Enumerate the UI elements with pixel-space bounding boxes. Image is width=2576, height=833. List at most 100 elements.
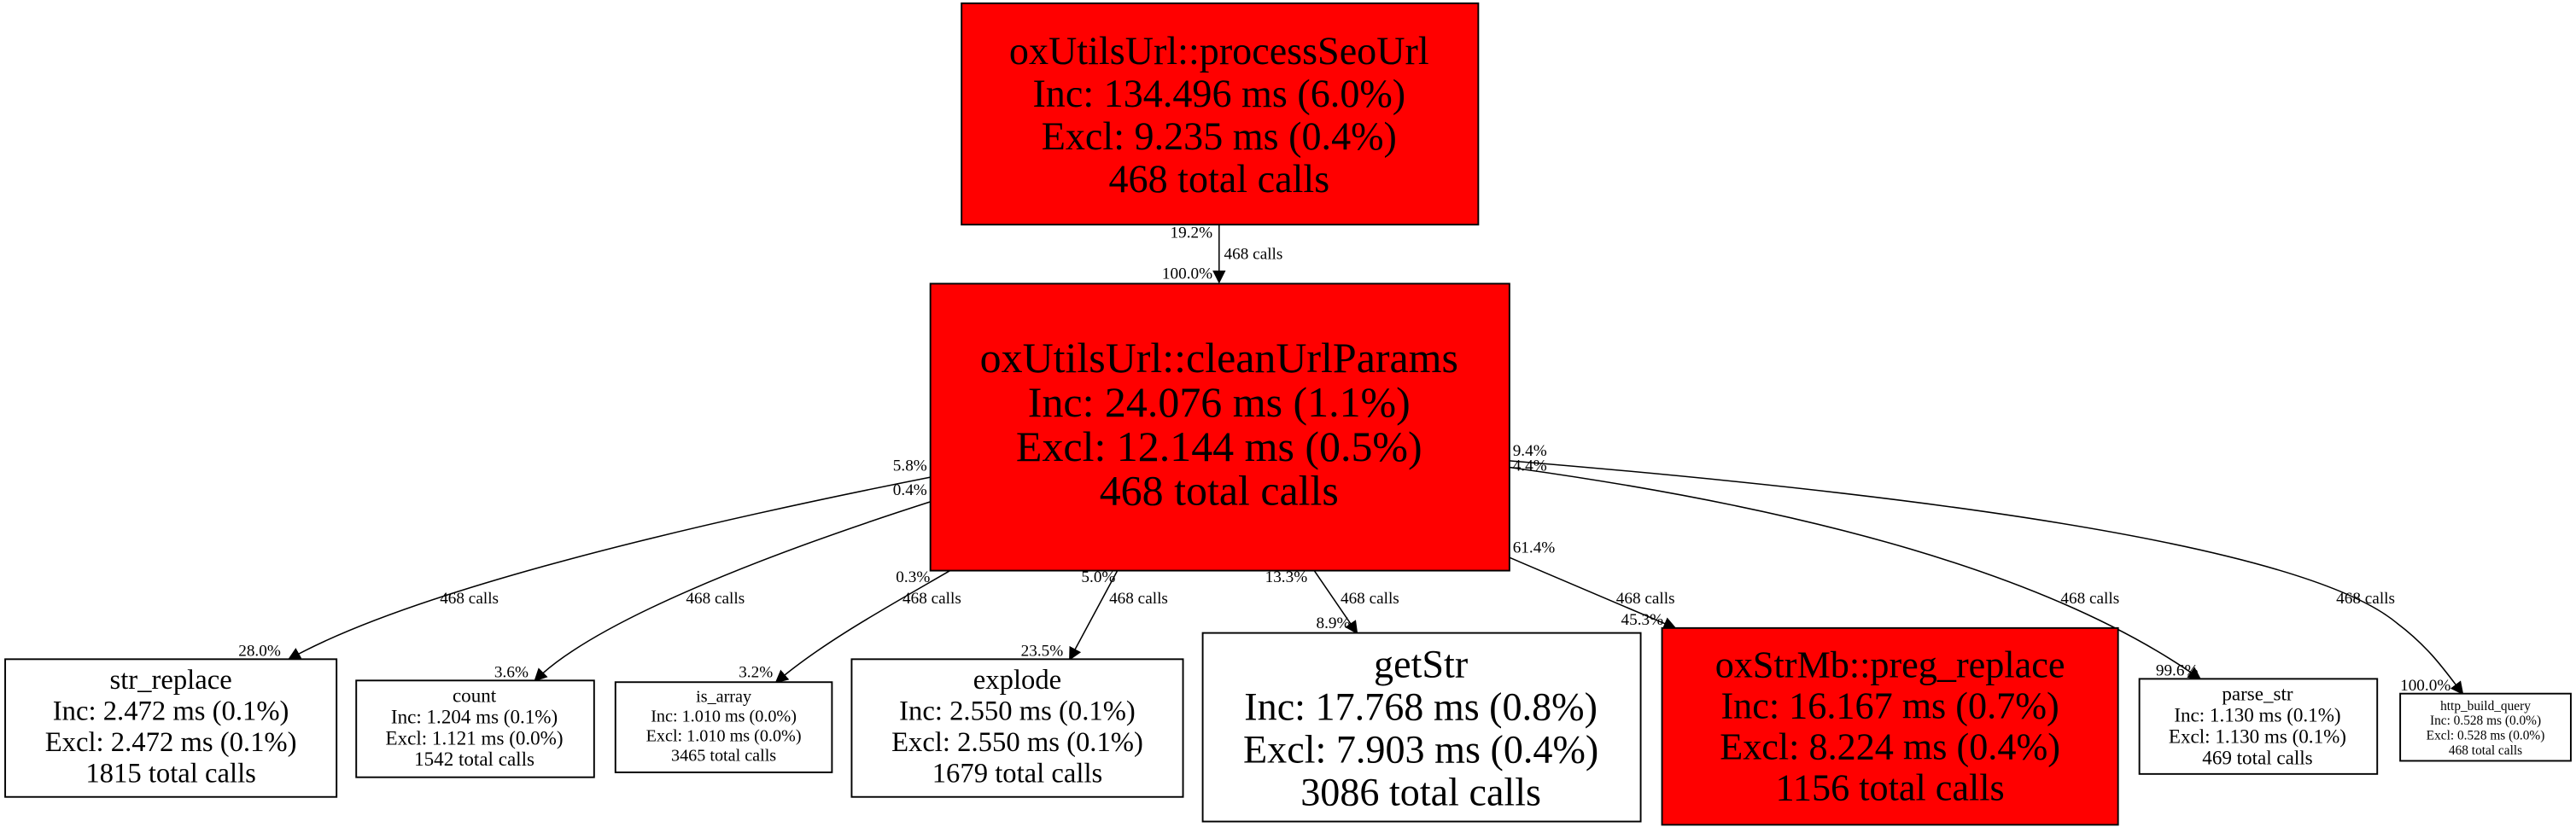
node-box xyxy=(1661,626,2119,826)
edge-calls: 468 calls xyxy=(440,590,499,608)
edge-to-pct: 28.0% xyxy=(238,643,281,661)
edge-http-build-query: 9.4% 468 calls 100.0% xyxy=(1509,442,2464,696)
node-name: http_build_query xyxy=(2440,699,2531,714)
node-inc: Inc: 1.130 ms (0.1%) xyxy=(2174,703,2340,725)
edge-line xyxy=(1313,570,1358,635)
edge-from-pct: 0.4% xyxy=(893,481,927,499)
node-inc: Inc: 16.167 ms (0.7%) xyxy=(1720,685,2059,727)
node-str-replace[interactable]: str_replace Inc: 2.472 ms (0.1%) Excl: 2… xyxy=(4,658,338,798)
node-is-array[interactable]: is_array Inc: 1.010 ms (0.0%) Excl: 1.01… xyxy=(614,681,833,773)
edge-line xyxy=(287,476,931,661)
node-parse-str[interactable]: parse_str Inc: 1.130 ms (0.1%) Excl: 1.1… xyxy=(2138,678,2379,775)
node-calls: 468 total calls xyxy=(2449,743,2522,758)
edge-calls: 468 calls xyxy=(1109,590,1168,608)
edge-parse-str: 4.4% 468 calls 99.6% xyxy=(1509,457,2202,680)
edge-to-pct: 100.0% xyxy=(1162,265,1212,283)
edge-line xyxy=(1509,556,1677,630)
edge-to-pct: 3.6% xyxy=(494,663,529,681)
node-inc: Inc: 17.768 ms (0.8%) xyxy=(1244,684,1598,728)
node-excl: Excl: 7.903 ms (0.4%) xyxy=(1243,727,1598,771)
node-calls: 1542 total calls xyxy=(414,748,534,770)
node-excl: Excl: 1.010 ms (0.0%) xyxy=(646,726,802,745)
edge-count: 0.4% 468 calls 3.6% xyxy=(494,481,931,682)
edge-from-pct: 5.0% xyxy=(1081,568,1115,586)
node-box xyxy=(1201,632,1642,823)
edge-calls: 468 calls xyxy=(902,590,961,608)
node-box xyxy=(614,681,833,773)
edge-line xyxy=(774,569,951,684)
node-excl: Excl: 8.224 ms (0.4%) xyxy=(1720,726,2060,768)
edge-from-pct: 13.3% xyxy=(1265,568,1308,586)
node-name: parse_str xyxy=(2222,682,2293,704)
node-calls: 3465 total calls xyxy=(671,746,776,765)
node-calls: 1815 total calls xyxy=(85,758,256,789)
node-calls: 1679 total calls xyxy=(932,758,1103,789)
node-name: count xyxy=(453,684,497,706)
node-inc: Inc: 1.010 ms (0.0%) xyxy=(651,707,797,725)
edge-to-pct: 8.9% xyxy=(1316,615,1350,632)
edge-to-pct: 45.3% xyxy=(1621,611,1664,629)
node-explode[interactable]: explode Inc: 2.550 ms (0.1%) Excl: 2.550… xyxy=(850,658,1184,798)
node-box xyxy=(4,658,338,798)
edge-calls: 468 calls xyxy=(1341,590,1399,608)
node-calls: 469 total calls xyxy=(2202,746,2312,768)
edge-to-pct: 23.5% xyxy=(1021,643,1064,661)
edge-from-pct: 5.8% xyxy=(893,457,927,475)
node-name: explode xyxy=(973,665,1061,696)
edge-from-pct: 9.4% xyxy=(1513,442,1547,460)
edge-line xyxy=(1509,460,2464,696)
edge-seo-clean: 19.2% 468 calls 100.0% xyxy=(1162,224,1283,284)
edge-calls: 468 calls xyxy=(2060,590,2119,608)
node-box xyxy=(2399,692,2572,762)
node-box xyxy=(961,2,1480,226)
edge-preg-replace: 61.4% 468 calls 45.3% xyxy=(1509,539,1677,630)
node-excl: Excl: 9.235 ms (0.4%) xyxy=(1042,114,1397,158)
edge-is-array: 0.3% 468 calls 3.2% xyxy=(739,568,961,684)
edge-calls: 468 calls xyxy=(2336,590,2395,608)
node-inc: Inc: 1.204 ms (0.1%) xyxy=(391,705,558,727)
node-box xyxy=(355,679,595,778)
edge-to-pct: 99.6% xyxy=(2156,662,2199,680)
node-box xyxy=(850,658,1184,798)
edge-line xyxy=(534,501,931,682)
edge-to-pct: 3.2% xyxy=(739,663,773,681)
node-excl: Excl: 12.144 ms (0.5%) xyxy=(1016,422,1422,470)
node-name: is_array xyxy=(696,687,751,706)
node-inc: Inc: 24.076 ms (1.1%) xyxy=(1028,378,1411,426)
node-inc: Inc: 0.528 ms (0.0%) xyxy=(2430,714,2541,728)
node-excl: Excl: 1.121 ms (0.0%) xyxy=(386,726,564,749)
edge-calls: 468 calls xyxy=(1616,590,1675,608)
node-excl: Excl: 2.472 ms (0.1%) xyxy=(45,727,297,758)
node-calls: 468 total calls xyxy=(1108,157,1329,201)
node-calls: 3086 total calls xyxy=(1300,770,1541,813)
node-calls: 468 total calls xyxy=(1100,467,1339,515)
edge-to-pct: 100.0% xyxy=(2400,677,2450,695)
edge-explode: 5.0% 468 calls 23.5% xyxy=(1021,568,1168,661)
node-process-seo-url[interactable]: oxUtilsUrl::processSeoUrl Inc: 134.496 m… xyxy=(961,2,1480,226)
edge-from-pct: 19.2% xyxy=(1171,224,1213,242)
node-box xyxy=(929,283,1510,572)
node-name: oxStrMb::preg_replace xyxy=(1715,644,2065,685)
node-excl: Excl: 1.130 ms (0.1%) xyxy=(2169,725,2346,747)
node-box xyxy=(2138,678,2379,775)
node-name: getStr xyxy=(1374,642,1468,685)
node-name: str_replace xyxy=(109,665,231,696)
node-getstr[interactable]: getStr Inc: 17.768 ms (0.8%) Excl: 7.903… xyxy=(1201,632,1642,823)
edge-line xyxy=(1509,466,2202,680)
edge-from-pct: 61.4% xyxy=(1513,539,1556,556)
edge-calls: 468 calls xyxy=(1224,246,1283,264)
node-excl: Excl: 0.528 ms (0.0%) xyxy=(2427,728,2545,743)
edge-calls: 468 calls xyxy=(686,590,745,608)
node-clean-url-params[interactable]: oxUtilsUrl::cleanUrlParams Inc: 24.076 m… xyxy=(929,283,1510,572)
node-name: oxUtilsUrl::cleanUrlParams xyxy=(980,334,1458,382)
node-inc: Inc: 134.496 ms (6.0%) xyxy=(1032,72,1405,115)
node-preg-replace[interactable]: oxStrMb::preg_replace Inc: 16.167 ms (0.… xyxy=(1661,626,2119,826)
edge-line xyxy=(1069,570,1119,661)
edge-from-pct: 0.3% xyxy=(896,568,930,586)
node-http-build-query[interactable]: http_build_query Inc: 0.528 ms (0.0%) Ex… xyxy=(2399,692,2572,762)
node-count[interactable]: count Inc: 1.204 ms (0.1%) Excl: 1.121 m… xyxy=(355,679,595,778)
node-excl: Excl: 2.550 ms (0.1%) xyxy=(891,727,1143,758)
node-inc: Inc: 2.472 ms (0.1%) xyxy=(53,696,289,726)
node-name: oxUtilsUrl::processSeoUrl xyxy=(1009,29,1429,73)
